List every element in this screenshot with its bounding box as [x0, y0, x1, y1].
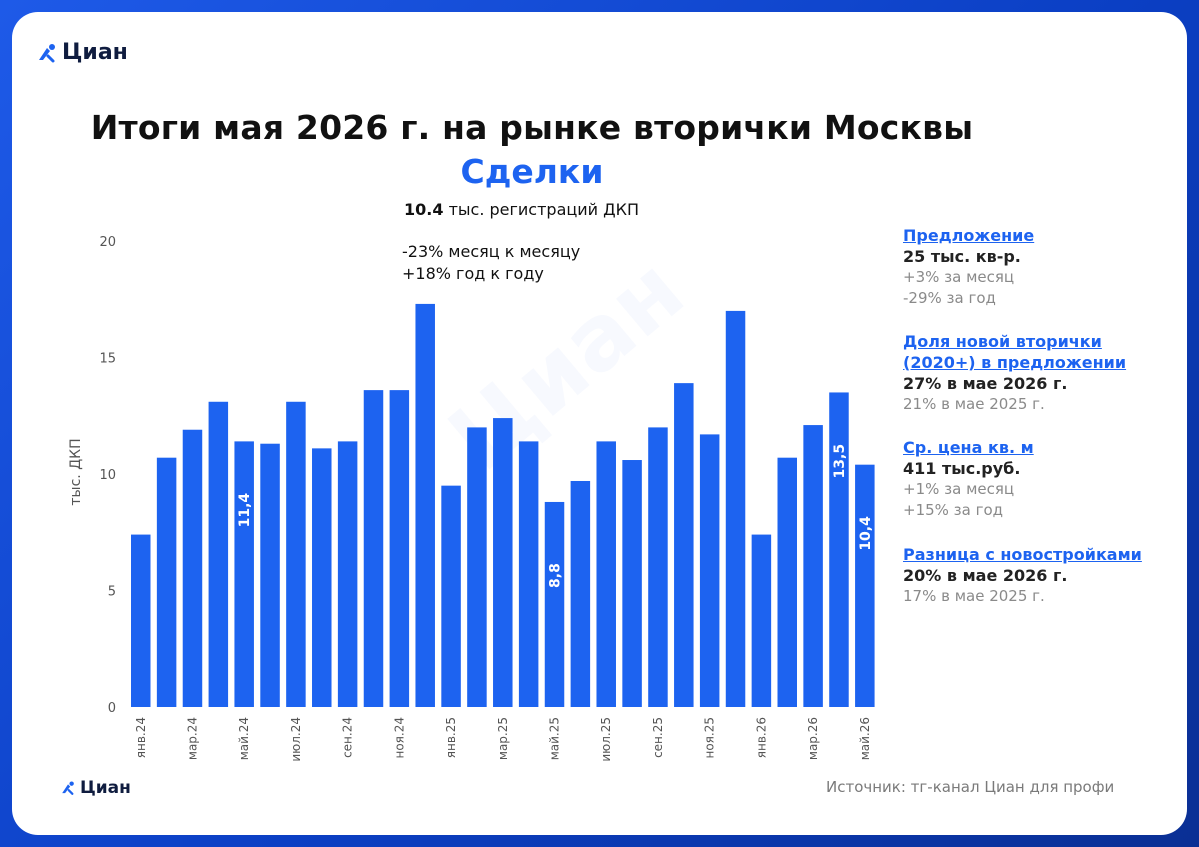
x-tick-label: сен.24 — [341, 717, 355, 758]
sidebar-heading[interactable]: Доля новой вторички (2020+) в предложени… — [903, 332, 1127, 372]
bar — [156, 457, 177, 707]
y-tick-label: 15 — [99, 352, 116, 367]
page-subtitle: Сделки — [460, 152, 604, 191]
x-tick-label: сен.25 — [651, 717, 665, 758]
bar — [182, 429, 203, 707]
sidebar-note: 17% в мае 2025 г. — [903, 587, 1045, 605]
bar — [467, 427, 487, 707]
bar — [312, 448, 332, 707]
bar — [622, 460, 642, 707]
sidebar-value: 411 тыс.руб. — [903, 459, 1021, 478]
bar — [725, 310, 746, 707]
x-tick-label: ноя.25 — [703, 717, 717, 759]
sidebar-value: 27% в мае 2026 г. — [903, 374, 1068, 393]
bar — [286, 401, 306, 707]
sidebar-block-supply: Предложение 25 тыс. кв-р. +3% за месяц -… — [903, 225, 1173, 309]
x-tick-label: ноя.24 — [392, 717, 406, 759]
bar — [829, 392, 849, 707]
logo-text: Циан — [80, 778, 131, 798]
logo-icon — [62, 781, 74, 795]
x-tick-label: янв.26 — [754, 717, 768, 758]
logo-text: Циан — [62, 40, 128, 65]
bar — [674, 383, 694, 707]
bar — [234, 441, 254, 707]
bar — [751, 534, 772, 707]
bar — [648, 427, 668, 707]
x-tick-label: май.25 — [548, 717, 562, 760]
y-tick-label: 0 — [108, 701, 116, 716]
sidebar-note: +1% за месяц — [903, 480, 1015, 498]
card: Циан Циан Итоги мая 2026 г. на рынке вто… — [12, 12, 1187, 835]
bar-data-label: 8,8 — [548, 563, 564, 588]
bar — [777, 457, 797, 707]
sidebar-heading[interactable]: Разница с новостройками — [903, 545, 1142, 564]
x-tick-label: июл.24 — [289, 717, 303, 762]
bar — [596, 441, 616, 707]
sidebar-heading[interactable]: Ср. цена кв. м — [903, 438, 1034, 457]
bar-data-label: 10,4 — [858, 516, 874, 551]
bar — [699, 434, 720, 707]
bar — [260, 443, 280, 707]
bar — [441, 485, 461, 707]
sidebar-block-difference: Разница с новостройками 20% в мае 2026 г… — [903, 544, 1173, 607]
bar-data-label: 11,4 — [237, 493, 253, 528]
x-tick-label: янв.25 — [444, 717, 458, 758]
delta-mom: -23% месяц к месяцу — [402, 242, 581, 261]
sidebar-note: 21% в мае 2025 г. — [903, 395, 1045, 413]
bar — [518, 441, 539, 707]
x-tick-label: мар.25 — [496, 717, 510, 760]
bar — [803, 425, 823, 707]
bar — [337, 441, 358, 707]
sidebar-note: +3% за месяц — [903, 268, 1015, 286]
bar — [544, 501, 565, 707]
y-tick-label: 5 — [108, 585, 116, 600]
bar-data-label: 13,5 — [832, 444, 848, 479]
delta-yoy: +18% год к году — [402, 264, 544, 283]
headline-text: тыс. регистраций ДКП — [443, 200, 640, 219]
bar — [855, 464, 875, 707]
y-axis-title: тыс. ДКП — [68, 438, 84, 505]
bar — [363, 390, 384, 707]
sidebar-heading[interactable]: Предложение — [903, 226, 1035, 245]
sidebar-block-new-share: Доля новой вторички (2020+) в предложени… — [903, 331, 1173, 415]
source-note: Источник: тг-канал Циан для профи — [826, 778, 1115, 796]
bar — [415, 303, 435, 707]
sidebar-value: 25 тыс. кв-р. — [903, 247, 1021, 266]
x-tick-label: янв.24 — [134, 717, 148, 758]
x-tick-label: май.26 — [858, 717, 872, 760]
bar — [389, 390, 410, 707]
x-tick-label: мар.26 — [806, 717, 820, 760]
x-tick-label: июл.25 — [599, 717, 613, 762]
y-tick-label: 20 — [99, 235, 116, 250]
logo-icon — [39, 43, 55, 62]
sidebar-note: +15% за год — [903, 501, 1004, 519]
logo: Циан — [36, 40, 128, 65]
x-tick-label: мар.24 — [185, 717, 199, 760]
footer-logo: Циан — [60, 778, 131, 798]
bar — [493, 418, 513, 707]
headline: 10.4 тыс. регистраций ДКП — [404, 200, 639, 219]
x-tick-label: май.24 — [237, 717, 251, 760]
y-tick-label: 10 — [99, 468, 116, 483]
sidebar-value: 20% в мае 2026 г. — [903, 566, 1068, 585]
sidebar-note: -29% за год — [903, 289, 996, 307]
bar-chart: 0 5 10 15 20 тыс. ДКП янв.24 мар.24 11,4 май.24 ию… — [68, 235, 875, 762]
headline-value: 10.4 — [404, 200, 444, 219]
bar — [570, 480, 591, 707]
bar — [131, 534, 151, 707]
sidebar-block-price: Ср. цена кв. м 411 тыс.руб. +1% за месяц… — [903, 437, 1173, 521]
page-title: Итоги мая 2026 г. на рынке вторички Моск… — [90, 108, 974, 147]
bar — [208, 401, 229, 707]
